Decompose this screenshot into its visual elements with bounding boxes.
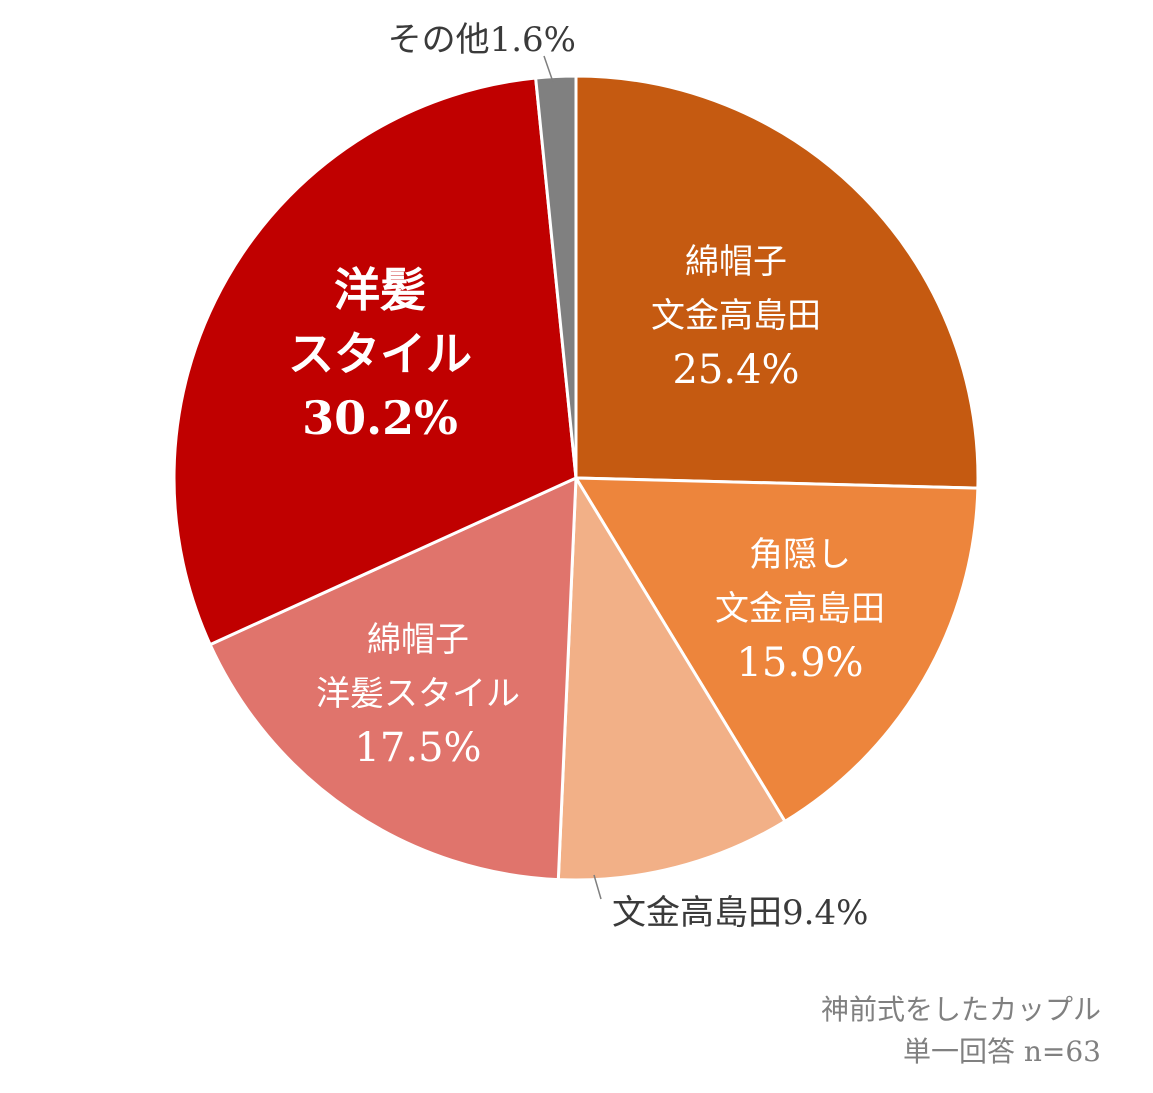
slice-5-name-label: 洋髪	[334, 263, 426, 317]
footnote-sample: 神前式をしたカップル	[820, 993, 1101, 1026]
pie-slice-5	[172, 76, 578, 647]
pie-slice-4	[208, 476, 578, 882]
pie-slice-1	[574, 74, 980, 490]
leader-line-6	[543, 55, 554, 83]
footnote-answer-type: 単一回答 n=63	[902, 1035, 1101, 1068]
slice-1-percent-label: 25.4%	[672, 347, 799, 393]
slice-2-name-label: 文金高島田	[715, 589, 885, 629]
slice-5-name-label: スタイル	[288, 327, 472, 381]
slice-4-percent-label: 17.5%	[354, 725, 481, 771]
pie-slice-3	[556, 476, 787, 882]
slice-label-6: その他1.6%	[388, 20, 576, 60]
slice-2-name-label: 角隠し	[749, 535, 851, 575]
leader-lines	[543, 55, 602, 900]
leader-line-3	[593, 874, 602, 900]
slice-1-name-label: 文金高島田	[651, 296, 821, 336]
slice-4-name-label: 洋髪スタイル	[316, 674, 520, 714]
slice-labels: 綿帽子文金高島田25.4%角隠し文金高島田15.9%文金高島田9.4%綿帽子洋髪…	[288, 20, 885, 933]
pie-slice-6	[534, 74, 578, 480]
pie-slice-2	[574, 476, 980, 823]
slice-4-name-label: 綿帽子	[367, 620, 469, 660]
slice-5-percent-label: 30.2%	[302, 391, 458, 445]
slice-1-name-label: 綿帽子	[685, 242, 787, 282]
slice-label-3: 文金高島田9.4%	[612, 893, 868, 933]
slice-2-percent-label: 15.9%	[736, 640, 863, 686]
pie-slices	[172, 74, 980, 882]
